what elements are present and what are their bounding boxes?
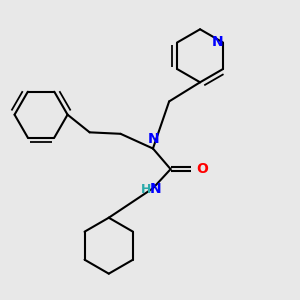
Text: O: O [196, 162, 208, 176]
Text: H: H [141, 183, 151, 196]
Text: N: N [148, 133, 160, 146]
Text: N: N [212, 35, 224, 49]
Text: N: N [150, 182, 162, 196]
